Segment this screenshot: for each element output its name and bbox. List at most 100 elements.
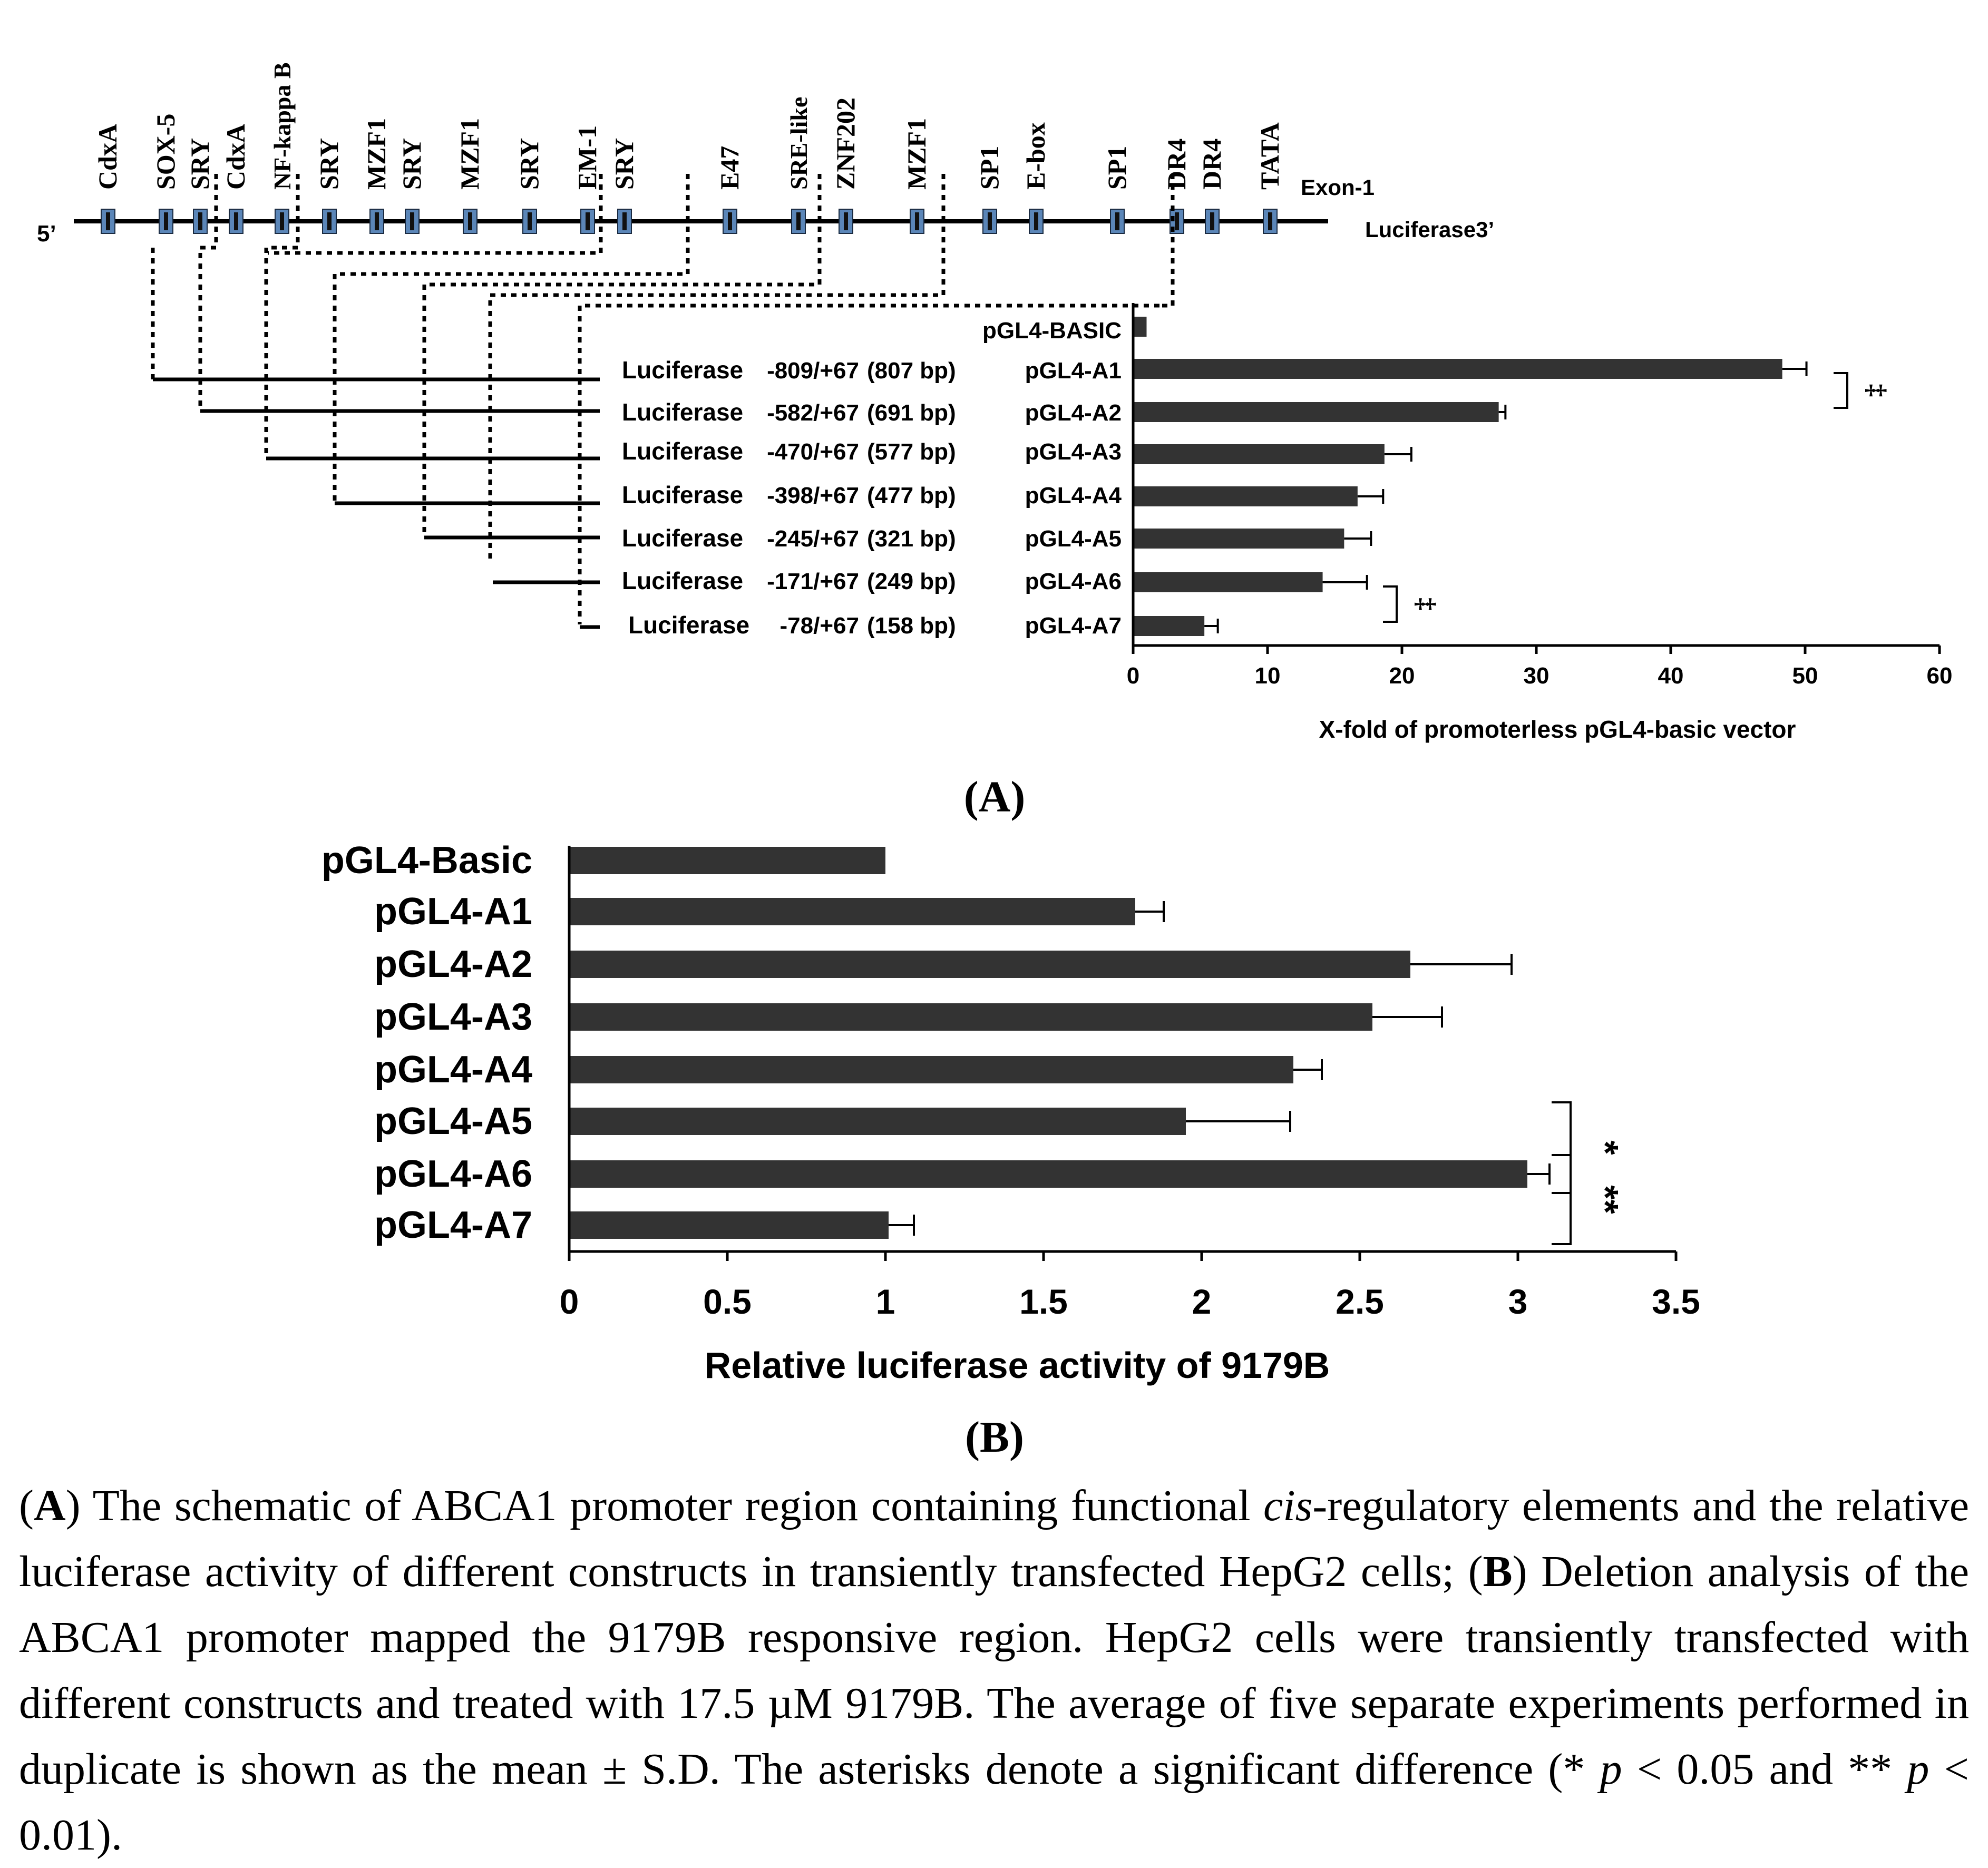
site-label: EM-1 (572, 125, 602, 190)
promoter-map: 5’ Exon-1 Luciferase3’ CdxA SOX-5 SRY CdxA N… (37, 62, 1494, 639)
construct-label-pgl4-a2: Luciferase -582/+67 (691 bp) pGL4-A2 (622, 398, 1122, 426)
site-e47-13: E47 (715, 146, 744, 234)
x-tick-label-2: 2 (1192, 1282, 1212, 1321)
site-sry-12: SRY (609, 138, 639, 234)
x-tick-label-20: 20 (1389, 663, 1415, 689)
site-label: SRY (314, 138, 344, 190)
guide-a3-connector (268, 174, 603, 255)
caption-a-label: A (33, 1481, 66, 1530)
chart-a: 0 10 20 30 40 50 60 X-fold of promoterless pGL4… (1127, 303, 1952, 743)
bar-pgl4-a5 (1133, 529, 1344, 549)
site-label: DR4 (1197, 139, 1226, 190)
category-label-pgl4-basic: pGL4-Basic (321, 839, 532, 882)
site-box-core (1210, 212, 1214, 230)
site-box-core (915, 212, 919, 230)
site-dr4-21: DR4 (1197, 139, 1226, 234)
construct-range: -470/+67 (767, 439, 859, 465)
construct-label-pgl4-a3: Luciferase -470/+67 (577 bp) pGL4-A3 (622, 437, 1122, 465)
construct-range: -245/+67 (767, 526, 859, 552)
construct-bp: (249 bp) (867, 569, 956, 594)
site-box-core (1115, 212, 1119, 230)
site-label: E-box (1021, 122, 1050, 190)
category-label-pgl4-a6: pGL4-A6 (374, 1153, 532, 1195)
bar-pgl4-a5 (569, 1108, 1186, 1135)
guide-a4 (333, 174, 690, 501)
site-label: MZF1 (455, 118, 484, 190)
site-label: SRY (185, 138, 215, 190)
x-tick-label-2-5: 2.5 (1336, 1282, 1384, 1321)
site-label: DR4 (1162, 139, 1191, 190)
site-mzf1-16: MZF1 (902, 118, 931, 234)
site-em-1-11: EM-1 (572, 125, 602, 234)
construct-luciferase: Luciferase (622, 524, 743, 552)
guide-a7 (578, 304, 1159, 624)
category-label-pgl4-a7: pGL4-A7 (374, 1204, 532, 1246)
x-tick-label-0: 0 (560, 1282, 579, 1321)
construct-range: -171/+67 (767, 569, 859, 594)
caption-b-text: Deletion analysis of the ABCA1 promoter … (19, 1547, 1969, 1794)
bar-pgl4-a3 (569, 1003, 1372, 1031)
site-label: SP1 (974, 146, 1004, 190)
bar-pgl4-a4 (1133, 486, 1358, 506)
construct-label-pgl4-a6: Luciferase -171/+67 (249 bp) pGL4-A6 (622, 567, 1122, 594)
x-tick-label-1: 1 (876, 1282, 895, 1321)
construct-label-pgl4-a1: Luciferase -809/+67 (807 bp) pGL4-A1 (622, 356, 1122, 384)
site-label: MZF1 (902, 118, 931, 190)
caption-a-italic: cis (1263, 1481, 1313, 1530)
site-label: CdxA (221, 124, 250, 190)
panel-b-label: (B) (965, 1413, 1024, 1462)
bar-pgl4-a6 (569, 1160, 1527, 1188)
panel-a-label: (A) (964, 772, 1026, 821)
site-label: SRY (514, 138, 544, 190)
x-tick-label-50: 50 (1792, 663, 1818, 689)
site-label: ZNF202 (831, 97, 860, 190)
category-label-pgl4-a4: pGL4-A4 (374, 1049, 532, 1091)
site-tata-22: TATA (1255, 122, 1284, 234)
x-tick-label-1-5: 1.5 (1019, 1282, 1068, 1321)
construct-bp: (807 bp) (867, 358, 956, 384)
construct-luciferase: Luciferase (628, 611, 749, 639)
site-znf202-15: ZNF202 (831, 97, 860, 234)
site-box-core (1175, 212, 1179, 230)
chart-b: pGL4-Basic pGL4-A1 pGL4-A2 pGL4-A3 pGL4-A4 pG… (321, 839, 1700, 1386)
x-tick-label-10: 10 (1255, 663, 1281, 689)
guide-a3 (264, 174, 300, 453)
site-box-core (586, 212, 590, 230)
x-axis-label: Relative luciferase activity of 9179B (705, 1345, 1330, 1386)
site-label: CdxA (93, 124, 122, 190)
site-e-box-18: E-box (1021, 122, 1050, 234)
construct-name: pGL4-A2 (1025, 400, 1122, 426)
site-sry-3: SRY (185, 138, 215, 234)
site-box-core (1268, 212, 1272, 230)
site-box-core (375, 212, 379, 230)
bar-pgl4-basic (569, 847, 885, 874)
construct-name: pGL4-A3 (1025, 439, 1122, 465)
site-box-core (528, 212, 532, 230)
site-label: SOX-5 (151, 114, 180, 190)
site-box-core (106, 212, 110, 230)
construct-label-pgl4-a5: Luciferase -245/+67 (321 bp) pGL4-A5 (622, 524, 1122, 552)
site-label: MZF1 (362, 118, 391, 190)
guide-a6 (488, 174, 946, 564)
caption-a-text-2: -regulatory elements and the relative lu… (19, 1481, 1970, 1596)
bar-pgl4-a6 (1133, 572, 1323, 592)
site-box-core (622, 212, 627, 230)
site-sry-8: SRY (397, 138, 426, 234)
category-label-pgl4-a5: pGL4-A5 (374, 1100, 532, 1142)
site-mzf1-9: MZF1 (455, 118, 484, 234)
site-box-core (234, 212, 238, 230)
site-box-core (728, 212, 732, 230)
site-box-core (468, 212, 472, 230)
bar-pgl4-a3 (1133, 444, 1385, 464)
construct-bp: (691 bp) (867, 400, 956, 426)
construct-range: -78/+67 (780, 613, 859, 639)
category-label-pgl4-a3: pGL4-A3 (374, 996, 532, 1038)
construct-lines (153, 377, 600, 629)
construct-bp: (321 bp) (867, 526, 956, 552)
site-box-core (988, 212, 992, 230)
construct-name: pGL4-A1 (1025, 358, 1122, 384)
site-label: NF-kappa B (269, 62, 296, 190)
site-sry-6: SRY (314, 138, 344, 234)
construct-luciferase: Luciferase (622, 481, 743, 508)
